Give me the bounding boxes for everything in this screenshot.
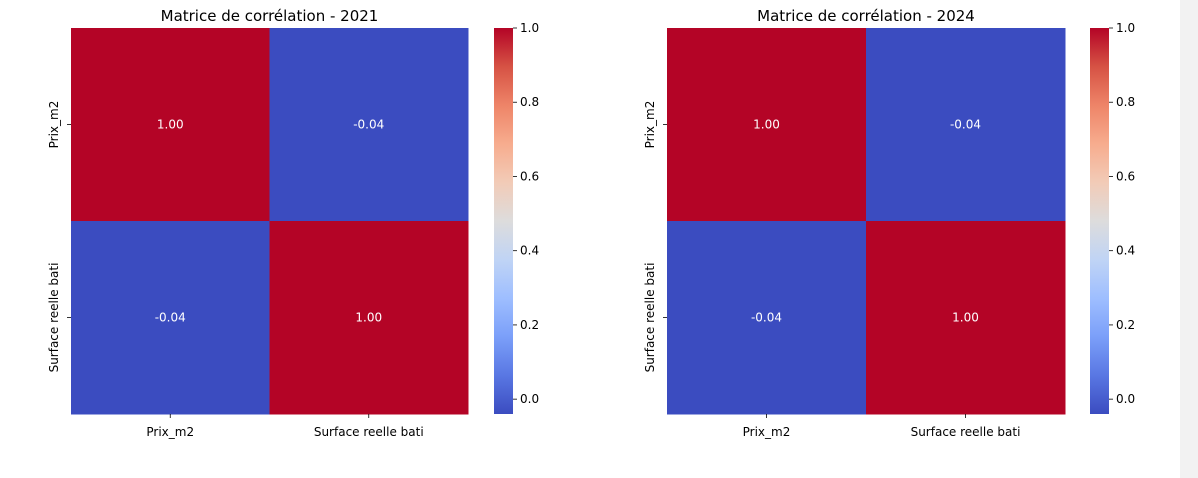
chart-title: Matrice de corrélation - 2021 [161, 7, 379, 25]
cell-annotation: 1.00 [753, 118, 780, 132]
cell-annotation: -0.04 [751, 311, 782, 325]
colorbar-tick-label: 0.8 [520, 95, 539, 109]
heatmap-cell [71, 28, 270, 222]
heatmap-cell [269, 28, 469, 222]
y-tick-label: Prix_m2 [643, 101, 657, 149]
colorbar [1090, 28, 1109, 414]
chart-title: Matrice de corrélation - 2024 [757, 7, 975, 25]
heatmap-cell [667, 221, 867, 415]
colorbar-tick-label: 0.2 [1116, 318, 1135, 332]
y-tick-label: Surface reelle bati [47, 263, 61, 373]
heatmap-1: Matrice de corrélation - 2024 1.00 -0.04 -0… [643, 7, 1135, 439]
colorbar-tick-label: 0.6 [520, 169, 539, 183]
colorbar-tick-label: 0.6 [1116, 169, 1135, 183]
scrollbar[interactable] [1180, 0, 1198, 478]
cell-annotation: -0.04 [155, 311, 186, 325]
x-tick-label: Prix_m2 [743, 425, 791, 439]
y-tick-label: Prix_m2 [47, 101, 61, 149]
colorbar-tick-label: 0.8 [1116, 95, 1135, 109]
heatmap-cell [71, 221, 270, 415]
heatmap-cell [269, 221, 469, 415]
cell-annotation: 1.00 [952, 311, 979, 325]
heatmap-cell [866, 221, 1066, 415]
colorbar-tick-label: 1.0 [1116, 21, 1135, 35]
colorbar-tick-label: 0.0 [520, 392, 539, 406]
y-tick-label: Surface reelle bati [643, 263, 657, 373]
colorbar-tick-label: 0.4 [1116, 244, 1135, 258]
x-tick-label: Prix_m2 [146, 425, 194, 439]
x-tick-label: Surface reelle bati [314, 425, 424, 439]
heatmap-0: Matrice de corrélation - 2021 1.00 -0.04 -0… [47, 7, 539, 439]
colorbar-tick-label: 0.2 [520, 318, 539, 332]
cell-annotation: 1.00 [355, 311, 382, 325]
colorbar-tick-label: 0.4 [520, 244, 539, 258]
cell-annotation: 1.00 [157, 118, 184, 132]
cell-annotation: -0.04 [353, 118, 384, 132]
colorbar [494, 28, 513, 414]
heatmap-cell [667, 28, 867, 222]
colorbar-tick-label: 1.0 [520, 21, 539, 35]
heatmap-cell [866, 28, 1066, 222]
x-tick-label: Surface reelle bati [911, 425, 1021, 439]
colorbar-tick-label: 0.0 [1116, 392, 1135, 406]
cell-annotation: -0.04 [950, 118, 981, 132]
